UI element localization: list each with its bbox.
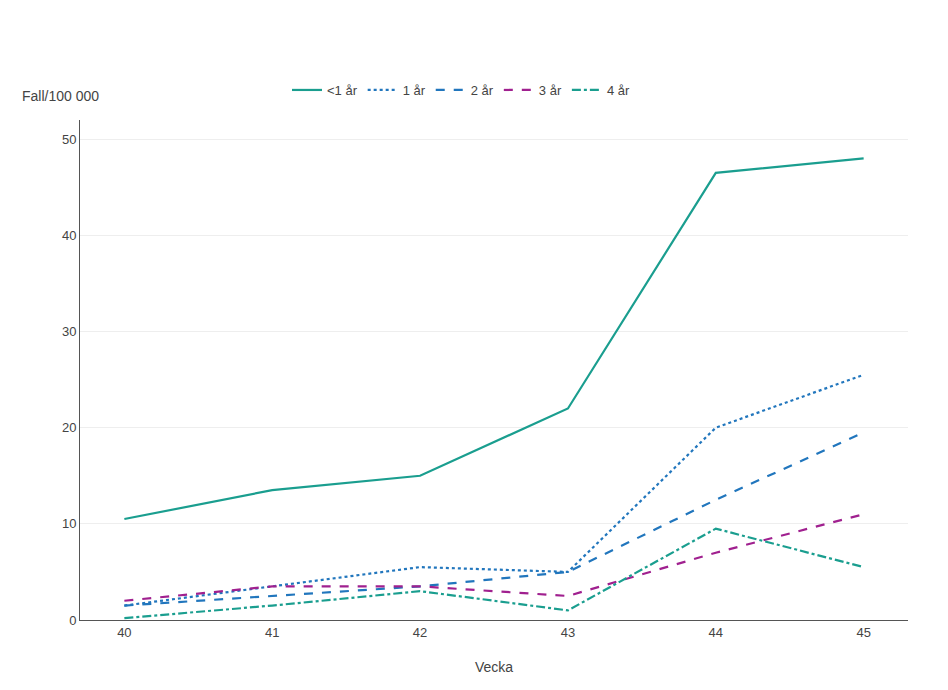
- svg-text:40: 40: [117, 625, 131, 640]
- svg-text:44: 44: [709, 625, 723, 640]
- svg-text:2 år: 2 år: [471, 83, 494, 98]
- svg-text:Fall/100 000: Fall/100 000: [22, 88, 99, 104]
- svg-text:42: 42: [413, 625, 427, 640]
- svg-text:10: 10: [62, 516, 76, 531]
- svg-text:30: 30: [62, 324, 76, 339]
- svg-text:45: 45: [856, 625, 870, 640]
- svg-text:Vecka: Vecka: [475, 659, 513, 675]
- svg-text:3 år: 3 år: [539, 83, 562, 98]
- svg-text:4 år: 4 år: [607, 83, 630, 98]
- svg-text:43: 43: [561, 625, 575, 640]
- svg-text:50: 50: [62, 132, 76, 147]
- svg-text:<1 år: <1 år: [327, 83, 358, 98]
- svg-text:41: 41: [265, 625, 279, 640]
- svg-text:1 år: 1 år: [403, 83, 426, 98]
- svg-text:20: 20: [62, 420, 76, 435]
- svg-text:40: 40: [62, 228, 76, 243]
- svg-text:0: 0: [69, 613, 76, 628]
